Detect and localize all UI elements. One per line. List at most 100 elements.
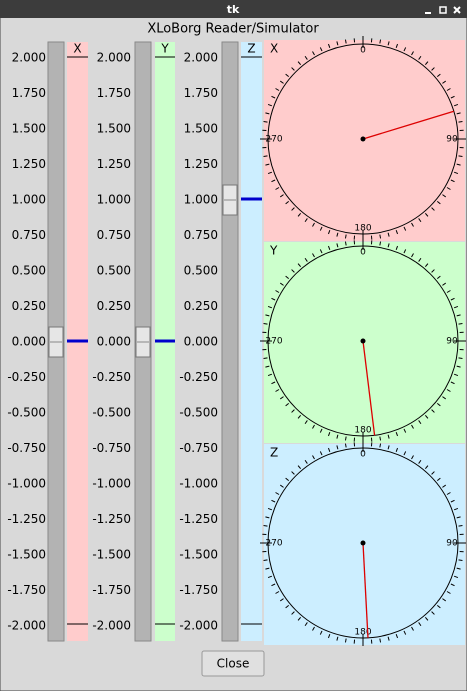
dial-minor-tick [380,242,381,246]
dial-minor-tick [459,121,463,122]
dial-tick-label: 90 [446,337,458,347]
scale-label: -1.500 [179,548,218,562]
scale-label: -0.750 [7,441,46,455]
scale-label: -0.250 [179,370,218,384]
axis-label: Y [160,42,169,56]
scale-label: -1.000 [7,477,46,491]
scale-label: -1.000 [179,477,218,491]
dial-tick-label: 180 [354,426,371,436]
scale-label: 0.750 [12,228,46,242]
scale-label: 1.500 [184,122,218,136]
scale-label: 1.000 [12,193,46,207]
dial-minor-tick [459,323,463,324]
dial-tick-label: 270 [265,539,282,549]
axis-label: Z [247,42,255,56]
dial-minor-tick [264,323,268,324]
dial-minor-tick [380,40,381,44]
scale-label: -0.750 [179,441,218,455]
dial-minor-tick [264,156,268,157]
axis-label: X [73,42,81,56]
dial-minor-tick [345,235,346,239]
scale-label: 0.250 [97,299,131,313]
scale-label: -1.750 [92,583,131,597]
dial-center [361,541,366,546]
scale-label: -1.500 [92,548,131,562]
scale-label: 0.750 [97,228,131,242]
scale-label: 0.250 [184,299,218,313]
dial-minor-tick [345,444,346,448]
close-button-label[interactable]: Close [217,657,250,671]
dial-minor-tick [345,437,346,441]
scale-label: 1.250 [97,157,131,171]
scale-label: 1.500 [97,122,131,136]
dial-minor-tick [345,242,346,246]
scale-label: -1.500 [7,548,46,562]
scale-label: 0.250 [12,299,46,313]
scale-label: 0.000 [97,335,131,349]
scale-label: 1.750 [184,86,218,100]
scale-label: -2.000 [7,619,46,633]
dial-minor-tick [264,560,268,561]
scale-label: 1.750 [12,86,46,100]
dial-label: Y [269,244,278,258]
window-title: tk [227,3,240,16]
slider-trough [222,42,238,641]
scale-label: 0.750 [184,228,218,242]
dial-minor-tick [459,156,463,157]
scale-label: -0.750 [92,441,131,455]
scale-label: 2.000 [97,51,131,65]
scale-label: -0.500 [179,406,218,420]
header-title: XLoBorg Reader/Simulator [147,22,319,37]
scale-label: -0.500 [92,406,131,420]
dial-tick-label: 90 [446,135,458,145]
scale-label: -0.250 [92,370,131,384]
scale-label: -1.000 [92,477,131,491]
scale-label: 1.000 [97,193,131,207]
axis-bar [241,42,262,641]
dial-minor-tick [459,560,463,561]
scale-label: 1.250 [12,157,46,171]
dial-minor-tick [380,437,381,441]
dial-tick-label: 0 [360,248,366,258]
scale-label: 0.000 [12,335,46,349]
dial-tick-label: 90 [446,539,458,549]
dial-label: Z [270,446,278,460]
dial-minor-tick [380,235,381,239]
dial-minor-tick [345,40,346,44]
dial-tick-label: 270 [265,337,282,347]
scale-label: -1.750 [7,583,46,597]
scale-label: -1.250 [92,512,131,526]
dial-label: X [270,42,278,56]
scale-label: -1.250 [179,512,218,526]
scale-label: 1.000 [184,193,218,207]
dial-minor-tick [345,639,346,643]
dial-tick-label: 180 [354,628,371,638]
dial-minor-tick [264,525,268,526]
dial-tick-label: 0 [360,450,366,460]
dial-center [361,339,366,344]
scale-label: 2.000 [12,51,46,65]
dial-minor-tick [459,358,463,359]
scale-label: -1.250 [7,512,46,526]
scale-label: 1.750 [97,86,131,100]
scale-label: 0.500 [12,264,46,278]
scale-label: 0.000 [184,335,218,349]
dial-center [361,137,366,142]
dial-minor-tick [459,525,463,526]
scale-label: 2.000 [184,51,218,65]
dial-minor-tick [380,639,381,643]
scale-label: -0.500 [7,406,46,420]
dial-tick-label: 270 [265,135,282,145]
dial-minor-tick [264,358,268,359]
dial-tick-label: 180 [354,224,371,234]
dial-tick-label: 0 [360,46,366,56]
scale-label: -0.250 [7,370,46,384]
dial-minor-tick [380,444,381,448]
scale-label: 1.250 [184,157,218,171]
scale-label: 0.500 [184,264,218,278]
scale-label: 0.500 [97,264,131,278]
scale-label: -2.000 [179,619,218,633]
scale-label: 1.500 [12,122,46,136]
